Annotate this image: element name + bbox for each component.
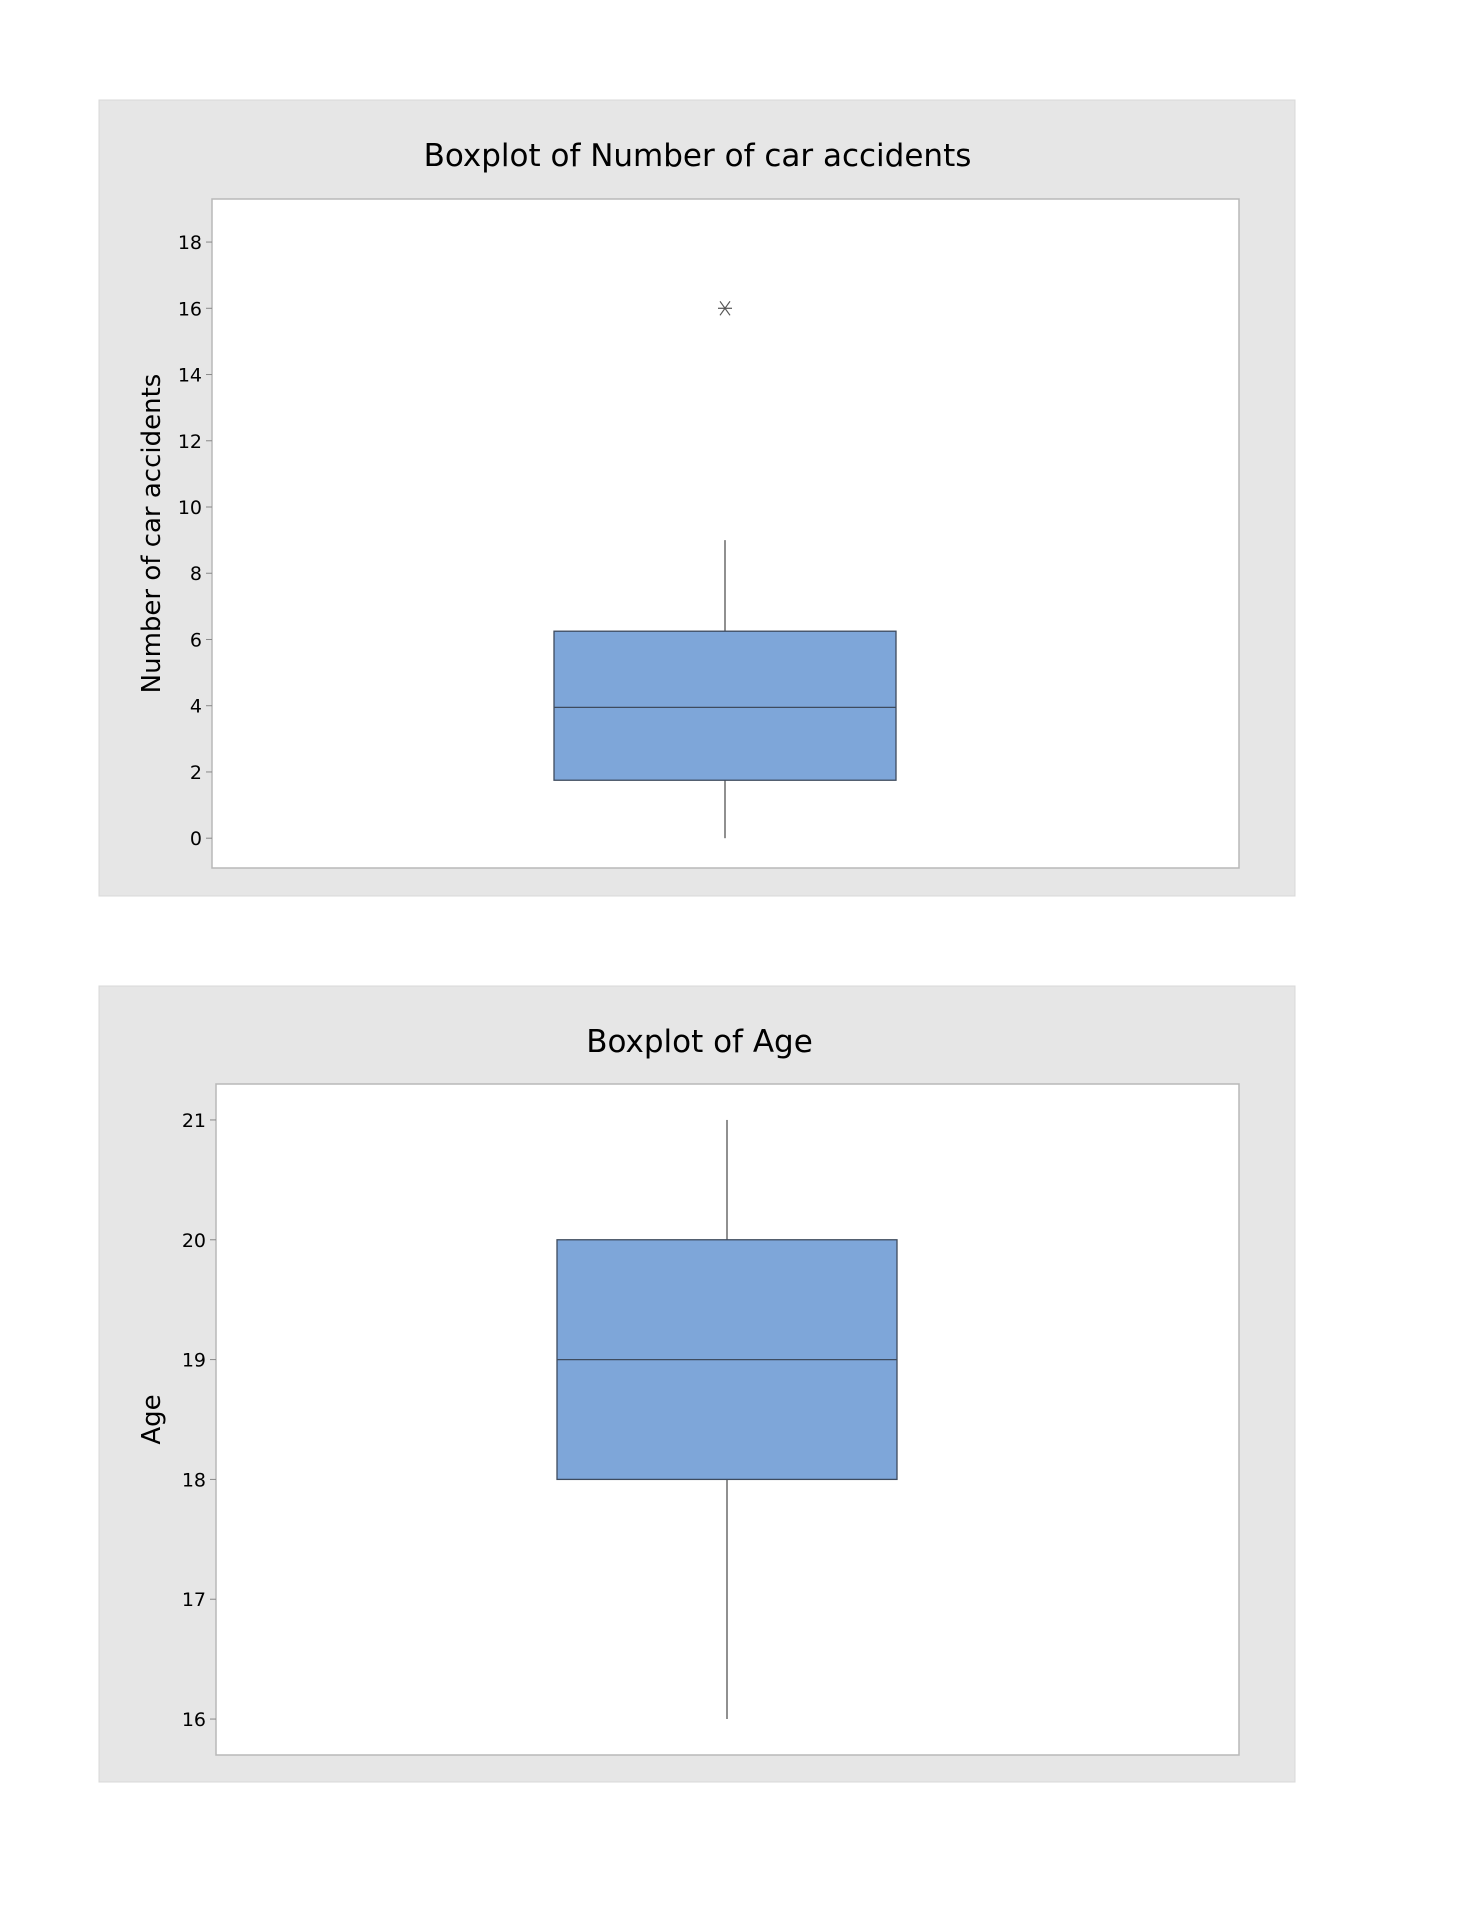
y-tick-label: 4 (190, 696, 202, 718)
y-tick-label: 8 (190, 563, 202, 585)
outlier-asterisk-icon (718, 300, 732, 316)
y-tick-label: 21 (182, 1110, 206, 1132)
y-tick-label: 17 (182, 1589, 206, 1611)
y-tick-label: 10 (178, 497, 202, 519)
y-tick-label: 0 (190, 828, 202, 850)
chart-2: Boxplot of Age Age 16 17 18 19 20 21 (98, 985, 1296, 1783)
iqr-box (553, 630, 897, 781)
y-tick-label: 6 (190, 629, 202, 651)
y-tick-label: 12 (178, 431, 202, 453)
y-axis-label: Age (137, 1394, 167, 1444)
y-tick-label: 18 (182, 1469, 206, 1491)
y-tick-label: 18 (178, 232, 202, 254)
y-tick-label: 16 (182, 1709, 206, 1731)
y-tick-label: 16 (178, 298, 202, 320)
chart-title: Boxplot of Age (586, 1024, 813, 1060)
y-tick-label: 2 (190, 762, 202, 784)
y-tick-label: 14 (178, 365, 202, 387)
outlier-stroke (719, 300, 731, 316)
chart-title: Boxplot of Number of car accidents (424, 138, 972, 174)
chart-1: Boxplot of Number of car accidents Number… (98, 99, 1296, 897)
y-tick-label: 20 (182, 1230, 206, 1252)
y-tick-label: 19 (182, 1350, 206, 1372)
y-axis-label: Number of car accidents (137, 374, 167, 694)
